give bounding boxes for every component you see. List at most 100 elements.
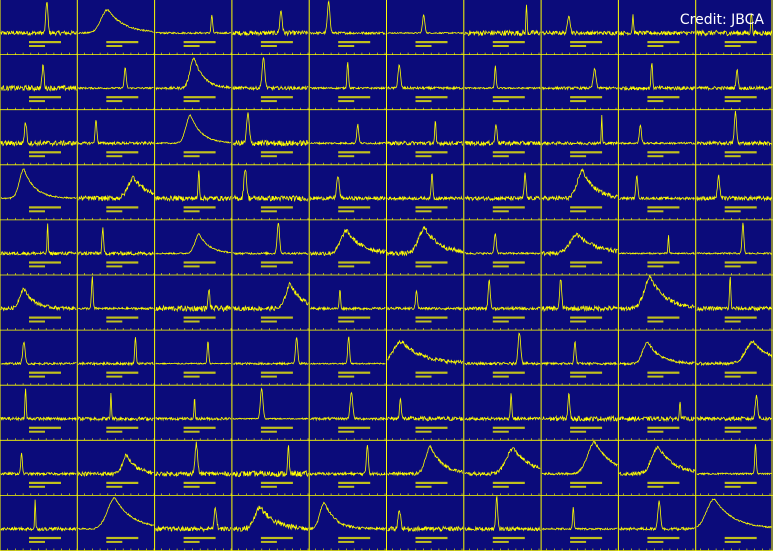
- label-block: [570, 155, 587, 158]
- label-block: [29, 316, 61, 319]
- label-block: [724, 155, 741, 158]
- pulse-profile: [387, 339, 464, 366]
- label-block: [724, 265, 741, 268]
- label-block: [570, 485, 587, 488]
- label-block: [415, 481, 448, 484]
- label-block: [492, 151, 525, 154]
- label-block: [415, 151, 448, 154]
- pulse-profile: [310, 0, 386, 36]
- label-block: [183, 481, 216, 484]
- credit: Credit: JBCA: [680, 12, 765, 28]
- label-block: [338, 430, 355, 433]
- pulse-profile: [309, 444, 386, 477]
- label-block: [106, 375, 123, 378]
- pulse-profile: [155, 113, 232, 145]
- label-block: [183, 430, 200, 433]
- label-block: [29, 371, 61, 374]
- label-block: [338, 481, 371, 484]
- label-block: [260, 96, 293, 99]
- pulse-profile: [155, 341, 232, 365]
- pulse-profile: [696, 276, 773, 312]
- pulse-profile: [155, 398, 232, 422]
- label-block: [570, 481, 603, 484]
- pulse-profile: [0, 499, 77, 532]
- label-block: [338, 540, 355, 543]
- pulse-profile: [387, 444, 463, 477]
- label-block: [260, 261, 293, 264]
- label-block: [724, 45, 741, 47]
- label-block: [106, 151, 139, 154]
- label-block: [106, 41, 139, 44]
- pulse-profile: [387, 173, 464, 202]
- label-block: [492, 210, 509, 213]
- pulse-profile: [387, 397, 464, 422]
- pulse-profile: [309, 228, 386, 257]
- label-block: [415, 371, 448, 374]
- label-block: [724, 206, 757, 209]
- label-block: [724, 536, 757, 540]
- label-block: [415, 485, 432, 488]
- label-block: [415, 265, 432, 268]
- label-block: [647, 540, 664, 543]
- label-block: [647, 375, 664, 378]
- label-block: [492, 96, 525, 99]
- pulse-profile: [387, 289, 464, 312]
- label-block: [415, 261, 448, 264]
- label-block: [106, 540, 123, 543]
- label-block: [29, 155, 45, 158]
- pulse-profile: [696, 444, 773, 476]
- label-block: [570, 100, 587, 103]
- label-block: [647, 371, 680, 374]
- pulse-profile: [387, 64, 464, 91]
- pulse-profile: [232, 505, 309, 533]
- pulse-profile: [155, 288, 232, 313]
- pulse-profile: [696, 340, 773, 367]
- label-block: [183, 100, 200, 103]
- label-block: [647, 485, 664, 488]
- label-block: [260, 320, 277, 323]
- label-block: [492, 536, 525, 540]
- label-block: [647, 155, 664, 158]
- label-block: [106, 371, 139, 374]
- label-block: [570, 41, 603, 44]
- pulse-profile: [0, 223, 77, 256]
- label-block: [183, 210, 200, 213]
- pulse-profile: [619, 341, 695, 367]
- pulse-profile: [541, 114, 618, 146]
- pulse-profile: [541, 441, 618, 477]
- pulse-profile: [464, 233, 541, 256]
- pulse-profile: [387, 510, 464, 533]
- label-block: [570, 96, 603, 99]
- pulse-profile: [77, 453, 154, 478]
- label-block: [338, 151, 371, 154]
- label-block: [183, 206, 216, 209]
- pulse-profile: [0, 168, 77, 200]
- pulse-profile: [232, 222, 309, 256]
- label-block: [183, 96, 216, 99]
- label-block: [415, 41, 448, 44]
- label-block: [570, 261, 603, 264]
- label-block: [492, 100, 509, 103]
- label-block: [570, 206, 603, 209]
- label-block: [647, 536, 680, 540]
- pulse-profile: [77, 227, 154, 257]
- pulse-profile: [464, 124, 541, 147]
- label-block: [570, 540, 587, 543]
- label-block: [338, 206, 371, 209]
- label-block: [647, 210, 664, 213]
- pulse-profile: [77, 392, 154, 422]
- label-block: [106, 316, 139, 319]
- label-block: [647, 41, 680, 44]
- pulse-profile: [77, 120, 154, 146]
- label-block: [29, 41, 61, 44]
- label-block: [338, 371, 371, 374]
- label-block: [647, 261, 680, 264]
- label-block: [260, 155, 277, 158]
- label-block: [492, 45, 509, 47]
- label-block: [338, 265, 355, 268]
- pulse-profile: [541, 67, 618, 91]
- label-block: [29, 481, 61, 484]
- label-block: [338, 485, 355, 488]
- label-block: [260, 210, 277, 213]
